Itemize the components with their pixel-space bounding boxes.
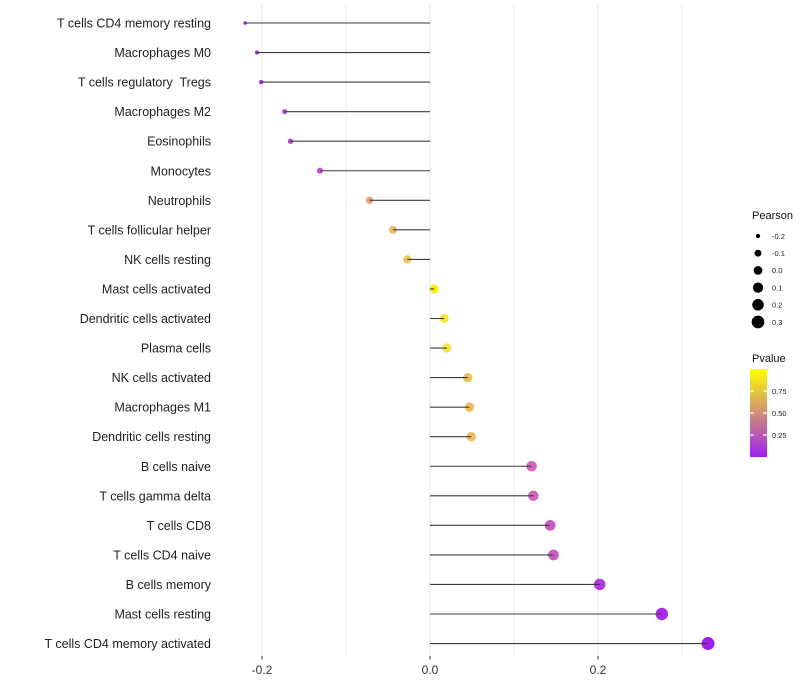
y-axis-label: T cells CD4 naive [113,548,211,562]
lollipop-row [430,372,473,383]
pearson-legend-label: 0.1 [772,283,782,292]
pearson-legend-dot [753,266,763,275]
lollipop-row [429,284,439,294]
lollipop-row [316,167,430,174]
y-axis-label: NK cells activated [112,371,211,385]
pearson-legend-entries: -0.2 -0.1 0.0 0.1 0.2 0.3 [751,232,785,329]
pvalue-legend-label: 0.75 [772,387,787,396]
lollipop-row [254,50,430,55]
y-axis-label: Neutrophils [148,194,211,208]
lollipop-row [430,490,539,502]
y-axis-label: T cells gamma delta [99,489,211,503]
lollipop-row [389,225,430,234]
lollipop-row [430,549,559,561]
y-axis-label: T cells regulatory Tregs [78,76,211,90]
pvalue-legend-ticks: 0.75 0.50 0.25 [750,387,787,440]
pvalue-gradient-bar [750,369,767,457]
lollipop-row [430,402,475,412]
pearson-legend-dot [754,249,762,257]
gridlines [261,4,683,656]
pearson-legend-dot [752,282,764,293]
y-axis-label: T cells CD4 memory resting [57,17,211,31]
pearson-legend-title: Pearson [752,210,793,222]
y-axis-label: T cells CD8 [147,519,211,533]
pearson-legend-label: 0.0 [772,266,782,275]
y-axis-label: Mast cells resting [114,608,211,622]
lollipop-row [430,314,449,323]
lollipop-row [287,138,430,144]
pearson-legend-dot [755,233,761,239]
y-axis-label: Macrophages M0 [114,46,211,60]
lollipop-row [430,343,452,353]
lollipop-row [259,79,430,85]
pvalue-legend-title: Pvalue [752,353,786,365]
y-axis-label: B cells naive [141,460,211,474]
lollipop-row [430,607,669,621]
lollipop-row [430,637,715,651]
y-axis-labels: T cells CD4 memory resting Macrophages M0… [45,17,212,652]
lollipop-row [430,519,556,531]
pearson-legend-dot [752,299,764,311]
pvalue-color-legend: Pvalue 0.75 0.50 0.25 [750,353,787,457]
pearson-legend-label: 0.2 [772,301,782,310]
y-axis-label: B cells memory [126,578,212,592]
lollipop-row [243,21,430,25]
y-axis-label: Macrophages M2 [114,105,211,119]
y-axis-label: Macrophages M1 [114,401,211,415]
x-axis: -0.2 0.0 0.2 [252,656,607,677]
lollipop-row [403,255,430,264]
pearson-legend-dot [751,315,765,329]
lollipop-row [430,431,476,442]
y-axis-label: Mast cells activated [102,282,211,296]
y-axis-label: Dendritic cells resting [92,430,211,444]
lollipop-row [430,461,537,472]
lollipop-rows [243,21,715,651]
x-axis-tick-label: 0.0 [422,663,439,677]
lollipop-row [365,196,430,205]
pearson-legend-label: -0.1 [772,249,785,258]
pearson-size-legend: Pearson -0.2 -0.1 0.0 0.1 0.2 0.3 [751,210,793,329]
y-axis-label: NK cells resting [124,253,211,267]
y-axis-label: T cells follicular helper [88,223,211,237]
y-axis-label: T cells CD4 memory activated [45,637,212,651]
lollipop-row [282,109,430,115]
pvalue-legend-label: 0.25 [772,431,787,440]
y-axis-label: Eosinophils [147,135,211,149]
lollipop-row [430,578,606,591]
pearson-legend-label: -0.2 [772,232,785,241]
pvalue-legend-label: 0.50 [772,409,787,418]
y-axis-label: Dendritic cells activated [80,312,211,326]
x-axis-tick-label: -0.2 [252,663,273,677]
lollipop-dot [439,314,449,323]
x-axis-tick-label: 0.2 [590,663,607,677]
y-axis-label: Monocytes [151,164,211,178]
y-axis-label: Plasma cells [141,342,211,356]
pearson-legend-label: 0.3 [772,318,782,327]
